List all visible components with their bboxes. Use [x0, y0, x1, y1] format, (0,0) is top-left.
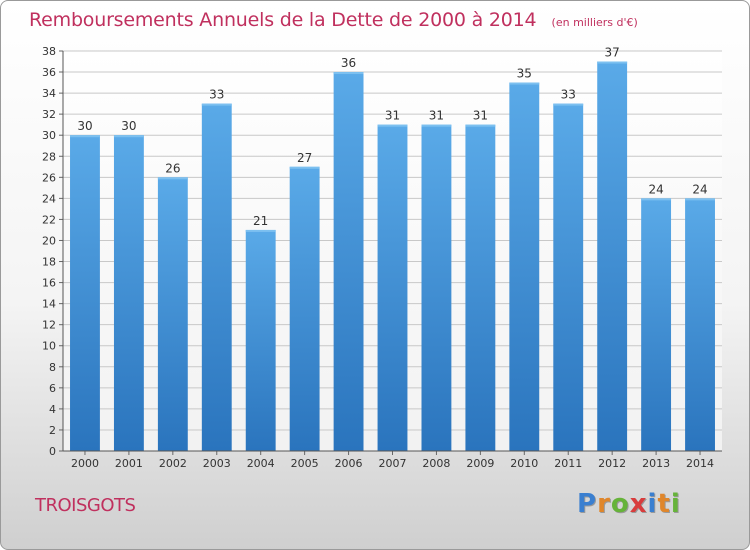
bar: [641, 198, 672, 451]
y-tick-label: 36: [42, 66, 56, 79]
bar-value-label: 27: [297, 151, 312, 165]
chart-title: Remboursements Annuels de la Dette de 20…: [29, 9, 537, 31]
x-tick-label: 2000: [71, 457, 99, 470]
y-tick-label: 6: [49, 382, 56, 395]
bar: [421, 124, 452, 452]
plot-area: 0246810121416182022242628303234363830200…: [42, 45, 722, 470]
x-tick-label: 2009: [466, 457, 494, 470]
y-tick-label: 10: [42, 340, 56, 353]
bar-value-label: 31: [385, 109, 400, 123]
x-tick-label: 2005: [291, 457, 319, 470]
x-tick-label: 2010: [510, 457, 538, 470]
y-tick-label: 0: [49, 445, 56, 458]
bar: [685, 198, 715, 451]
bar-top-highlight: [421, 124, 452, 127]
logo-letter: x: [629, 489, 648, 519]
x-tick-label: 2013: [642, 457, 670, 470]
bar: [553, 103, 584, 451]
x-tick-label: 2002: [159, 457, 187, 470]
bar-value-label: 21: [253, 214, 268, 228]
bar-top-highlight: [70, 135, 100, 138]
logo-letter: r: [597, 489, 611, 519]
bar: [597, 61, 628, 452]
bar: [157, 177, 188, 451]
bar-top-highlight: [289, 166, 320, 169]
y-tick-label: 26: [42, 171, 56, 184]
logo-letter: P: [577, 489, 598, 519]
bar-value-label: 33: [209, 88, 224, 102]
bar: [245, 229, 276, 451]
bar-value-label: 31: [473, 109, 488, 123]
chart-unit: (en milliers d'€): [551, 16, 638, 29]
y-tick-label: 8: [49, 361, 56, 374]
y-tick-label: 24: [42, 192, 56, 205]
x-tick-label: 2006: [335, 457, 363, 470]
logo-letter: i: [670, 489, 681, 519]
bar: [201, 103, 232, 451]
bar: [70, 135, 100, 452]
y-tick-label: 14: [42, 298, 56, 311]
y-tick-label: 28: [42, 150, 56, 163]
y-tick-label: 34: [42, 87, 56, 100]
logo-letter: o: [610, 489, 630, 519]
proxiti-logo[interactable]: Proxiti: [577, 489, 681, 519]
y-tick-label: 18: [42, 256, 56, 269]
bar: [509, 82, 540, 451]
bar-value-label: 30: [77, 119, 92, 133]
bar-top-highlight: [641, 198, 672, 201]
logo-letter: i: [647, 489, 658, 519]
bar-top-highlight: [553, 103, 584, 106]
bar-top-highlight: [465, 124, 496, 127]
bar-top-highlight: [157, 177, 188, 180]
bar-value-label: 26: [165, 161, 180, 175]
y-tick-label: 4: [49, 403, 56, 416]
y-tick-label: 38: [42, 45, 56, 58]
bar-value-label: 37: [605, 46, 620, 60]
bar-value-label: 33: [561, 88, 576, 102]
y-tick-label: 12: [42, 319, 56, 332]
bar-top-highlight: [245, 229, 276, 232]
bar: [113, 135, 144, 452]
x-tick-label: 2004: [247, 457, 275, 470]
logo-letter: t: [657, 489, 671, 519]
bar-value-label: 35: [517, 67, 532, 81]
bar: [465, 124, 496, 452]
bar-top-highlight: [377, 124, 408, 127]
y-tick-label: 2: [49, 424, 56, 437]
x-tick-label: 2014: [686, 457, 714, 470]
bar: [289, 166, 320, 451]
x-tick-label: 2007: [379, 457, 407, 470]
title-row: Remboursements Annuels de la Dette de 20…: [29, 9, 638, 31]
y-tick-label: 32: [42, 108, 56, 121]
bar-value-label: 24: [692, 182, 707, 196]
bar-value-label: 30: [121, 119, 136, 133]
y-tick-label: 20: [42, 234, 56, 247]
bar-top-highlight: [113, 135, 144, 138]
bar-top-highlight: [333, 72, 364, 75]
city-name: TROISGOTS: [35, 495, 136, 516]
x-tick-label: 2011: [554, 457, 582, 470]
bar: [333, 72, 364, 451]
x-tick-label: 2001: [115, 457, 143, 470]
bar: [377, 124, 408, 452]
bar-value-label: 31: [429, 109, 444, 123]
bar-value-label: 24: [648, 182, 663, 196]
bar-top-highlight: [597, 61, 628, 64]
bar-value-label: 36: [341, 56, 356, 70]
y-tick-label: 16: [42, 277, 56, 290]
x-tick-label: 2012: [598, 457, 626, 470]
bar-top-highlight: [685, 198, 715, 201]
y-tick-label: 22: [42, 213, 56, 226]
bar-top-highlight: [509, 82, 540, 85]
x-tick-label: 2008: [422, 457, 450, 470]
bar-top-highlight: [201, 103, 232, 106]
y-tick-label: 30: [42, 129, 56, 142]
x-tick-label: 2003: [203, 457, 231, 470]
